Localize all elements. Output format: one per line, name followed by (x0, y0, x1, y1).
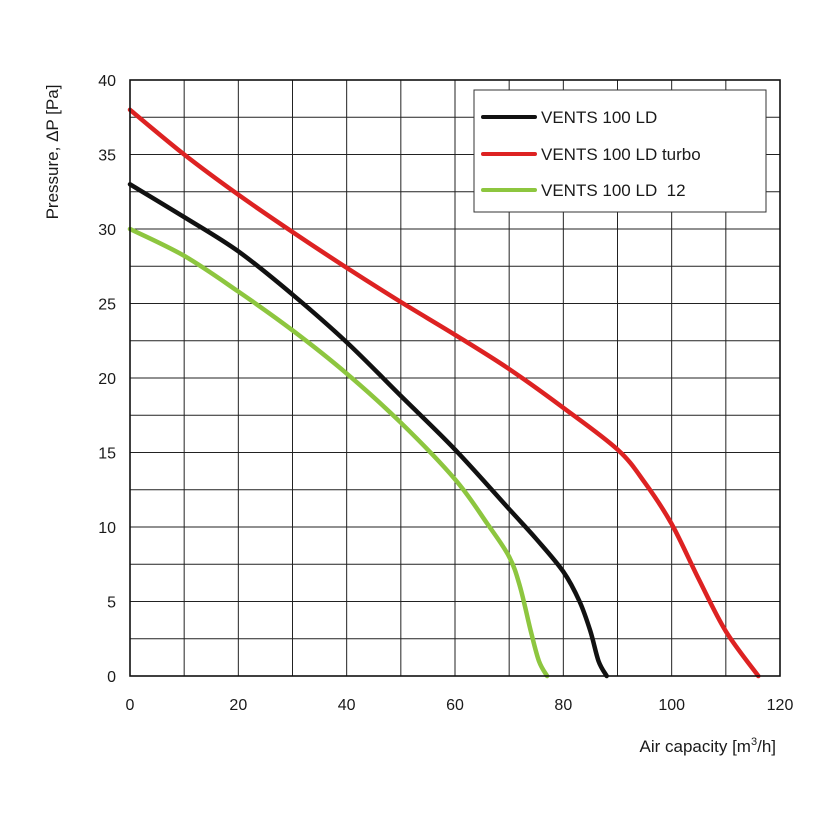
y-tick-label: 35 (98, 148, 116, 165)
y-tick-labels: 0 5 10 15 20 25 30 35 40 (98, 73, 116, 686)
x-tick-label: 80 (554, 697, 572, 714)
legend-label-vents-100-ld-turbo: VENTS 100 LD turbo (541, 145, 701, 164)
series-layer (127, 107, 761, 679)
x-tick-label: 0 (126, 697, 135, 714)
x-tick-label: 100 (658, 697, 685, 714)
plot-frame (129, 79, 781, 677)
y-tick-label: 40 (98, 73, 116, 90)
x-tick-label: 20 (229, 697, 247, 714)
legend-label-vents-100-ld-12: VENTS 100 LD 12 (541, 181, 686, 200)
y-tick-label: 0 (107, 669, 116, 686)
y-tick-label: 5 (107, 595, 116, 612)
legend: VENTS 100 LD VENTS 100 LD turbo VENTS 10… (473, 89, 767, 213)
y-tick-label: 15 (98, 446, 116, 463)
x-tick-label: 40 (338, 697, 356, 714)
legend-label-vents-100-ld: VENTS 100 LD (541, 108, 657, 127)
minor-grid (130, 80, 780, 676)
series-line-vents-100-ld (127, 182, 609, 679)
y-tick-label: 30 (98, 222, 116, 239)
x-tick-label: 60 (446, 697, 464, 714)
series-line-vents-100-ld-12 (127, 226, 550, 679)
y-axis-label: Pressure, ΔP [Pa] (43, 85, 62, 220)
series-line-vents-100-ld-turbo (127, 107, 761, 679)
x-tick-label: 120 (767, 697, 794, 714)
y-tick-label: 10 (98, 520, 116, 537)
x-axis-label: Air capacity [m3/h] (639, 736, 776, 756)
y-tick-label: 20 (98, 371, 116, 388)
x-tick-labels: 0 20 40 60 80 100 120 (126, 697, 794, 714)
y-tick-label: 25 (98, 297, 116, 314)
